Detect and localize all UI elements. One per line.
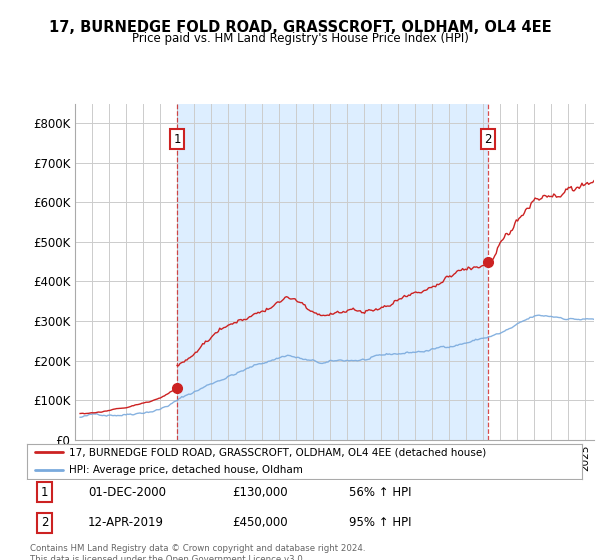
Text: Contains HM Land Registry data © Crown copyright and database right 2024.
This d: Contains HM Land Registry data © Crown c…: [30, 544, 365, 560]
Text: 2: 2: [41, 516, 49, 529]
Text: 95% ↑ HPI: 95% ↑ HPI: [349, 516, 412, 529]
Text: HPI: Average price, detached house, Oldham: HPI: Average price, detached house, Oldh…: [68, 465, 302, 475]
Text: 17, BURNEDGE FOLD ROAD, GRASSCROFT, OLDHAM, OL4 4EE (detached house): 17, BURNEDGE FOLD ROAD, GRASSCROFT, OLDH…: [68, 447, 486, 458]
Text: 1: 1: [41, 486, 49, 499]
Text: 17, BURNEDGE FOLD ROAD, GRASSCROFT, OLDHAM, OL4 4EE: 17, BURNEDGE FOLD ROAD, GRASSCROFT, OLDH…: [49, 20, 551, 35]
Text: 01-DEC-2000: 01-DEC-2000: [88, 486, 166, 499]
Text: 2: 2: [484, 133, 492, 146]
Text: 1: 1: [173, 133, 181, 146]
Text: 12-APR-2019: 12-APR-2019: [88, 516, 164, 529]
Text: £130,000: £130,000: [232, 486, 288, 499]
Text: Price paid vs. HM Land Registry's House Price Index (HPI): Price paid vs. HM Land Registry's House …: [131, 32, 469, 45]
Text: £450,000: £450,000: [232, 516, 288, 529]
Text: 56% ↑ HPI: 56% ↑ HPI: [349, 486, 412, 499]
Bar: [177, 104, 488, 440]
